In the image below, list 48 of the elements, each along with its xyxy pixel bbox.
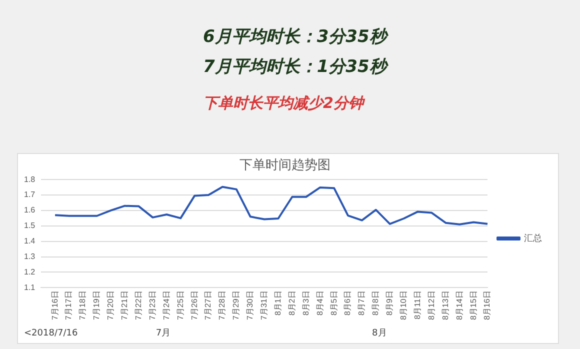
- x-tick-label: 7月28日: [218, 290, 227, 320]
- x-tick-label: 7月17日: [64, 290, 74, 320]
- x-tick-label: 7月20日: [106, 290, 116, 320]
- y-tick-label: 1.7: [24, 190, 36, 200]
- x-tick-label: 8月9日: [385, 290, 394, 316]
- x-tick-label: 7月31日: [260, 290, 269, 320]
- y-tick-label: 1.1: [24, 282, 36, 292]
- x-tick-label: 8月6日: [343, 290, 352, 316]
- text: 6月平均时长：3分35秒: [202, 26, 390, 49]
- text: 7月: [156, 328, 171, 338]
- text: 7月平均时长：1分35秒: [202, 56, 390, 79]
- x-tick-label: 8月15日: [468, 290, 478, 320]
- x-tick-label: 8月12日: [426, 290, 436, 320]
- x-tick-label: 8月7日: [357, 290, 366, 316]
- x-tick-label: 7月16日: [50, 290, 60, 320]
- x-tick-label: 7月21日: [120, 290, 130, 320]
- legend-label: 汇总: [524, 232, 542, 243]
- x-tick-label: 7月30日: [246, 290, 255, 320]
- text: 下单时长平均减少2分钟: [202, 93, 366, 114]
- x-tick-label: 8月2日: [287, 290, 296, 316]
- y-tick-label: 1.2: [24, 267, 36, 276]
- y-tick-label: 1.5: [24, 221, 36, 230]
- x-tick-label: 7月27日: [204, 290, 213, 320]
- x-tick-label: 7月29日: [232, 290, 241, 320]
- x-tick-label: 7月18日: [78, 290, 88, 320]
- x-tick-label: 7月23日: [148, 290, 157, 320]
- x-tick-label: 8月10日: [399, 290, 408, 320]
- x-tick-label: 7月26日: [190, 290, 199, 320]
- y-tick-label: 1.4: [24, 236, 36, 246]
- text: 8月: [372, 328, 387, 338]
- x-tick-label: 8月13日: [440, 290, 450, 320]
- y-tick-label: 1.6: [24, 206, 36, 215]
- x-tick-label: 8月3日: [301, 290, 310, 316]
- x-tick-label: 7月25日: [176, 290, 185, 320]
- x-tick-label: 7月24日: [162, 290, 171, 320]
- text: <2018/7/16: [24, 328, 78, 338]
- x-tick-label: 8月11日: [412, 290, 422, 320]
- y-tick-label: 1.8: [24, 174, 36, 184]
- x-tick-label: 8月4日: [315, 290, 324, 316]
- x-tick-label: 8月8日: [371, 290, 380, 316]
- chart-title: 下单时间趋势图: [240, 158, 330, 174]
- x-tick-label: 8月14日: [454, 290, 464, 320]
- y-tick-label: 1.3: [24, 252, 36, 261]
- x-tick-label: 8月1日: [273, 290, 282, 316]
- x-tick-label: 8月5日: [329, 290, 338, 316]
- x-tick-label: 7月22日: [134, 290, 143, 320]
- x-tick-label: 8月16日: [482, 290, 492, 320]
- x-tick-label: 7月19日: [92, 290, 102, 320]
